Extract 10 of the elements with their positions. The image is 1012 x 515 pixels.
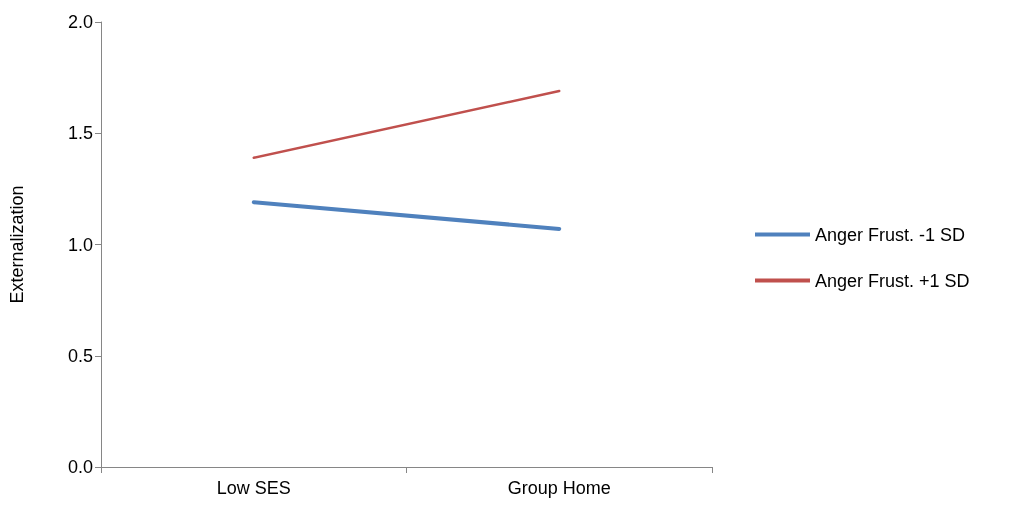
- y-tick-label: 2.0: [67, 12, 93, 32]
- y-tick-label: 0.0: [67, 457, 93, 477]
- x-tick-label: Group Home: [507, 478, 611, 498]
- y-tick-label: 1.0: [67, 234, 93, 255]
- y-tick-label: 0.5: [67, 345, 93, 366]
- x-tick-label: Low SES: [216, 478, 291, 498]
- legend-label: Anger Frust. -1 SD: [815, 224, 966, 245]
- y-axis-title: Externalization: [7, 185, 27, 304]
- y-tick-label: 1.5: [67, 123, 93, 144]
- legend-label: Anger Frust. +1 SD: [815, 270, 970, 291]
